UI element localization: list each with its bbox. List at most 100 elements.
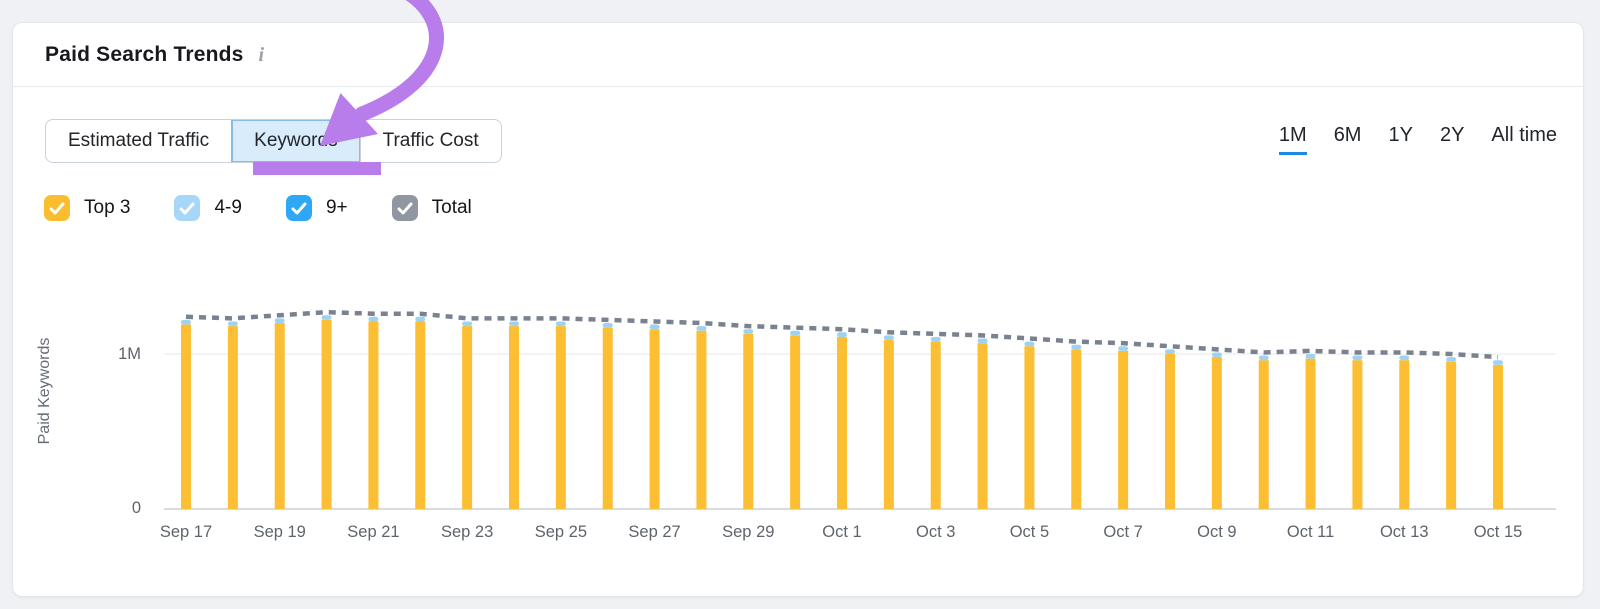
x-tick-label: Sep 23 <box>441 523 493 541</box>
bar-segment-49 <box>743 329 754 334</box>
legend-label-top3: Top 3 <box>84 197 131 218</box>
page-title: Paid Search Trends <box>45 42 244 66</box>
bar-segment-49 <box>696 326 707 331</box>
bar-segment-top3 <box>1024 346 1035 509</box>
tab-traffic-cost[interactable]: Traffic Cost <box>359 120 501 162</box>
paid-search-trends-card: Paid Search Trends i Estimated Traffic K… <box>12 22 1584 597</box>
x-tick-label: Oct 15 <box>1474 523 1523 541</box>
bar-segment-top3 <box>415 321 426 509</box>
bar-segment-49 <box>1258 355 1269 361</box>
x-tick-label: Sep 17 <box>160 523 212 541</box>
bar-segment-top3 <box>181 324 191 509</box>
range-1y[interactable]: 1Y <box>1388 124 1413 146</box>
range-all-time[interactable]: All time <box>1491 124 1557 146</box>
bar-segment-49 <box>1071 344 1082 350</box>
y-tick-label: 1M <box>118 345 141 363</box>
x-tick-label: Oct 1 <box>822 523 861 541</box>
series-legend: Top 3 4-9 9+ Total <box>44 195 472 221</box>
x-tick-label: Oct 13 <box>1380 523 1429 541</box>
bar-segment-49 <box>1211 352 1222 358</box>
bar-segment-top3 <box>508 326 519 509</box>
bar-segment-49 <box>1305 354 1316 359</box>
checkbox-9plus-icon[interactable] <box>285 195 312 221</box>
x-tick-label: Oct 11 <box>1287 523 1334 541</box>
bar-segment-49 <box>1352 355 1363 361</box>
checkbox-top3-icon[interactable] <box>44 195 70 221</box>
bar-segment-49 <box>602 323 613 328</box>
bar-segment-49 <box>930 336 941 342</box>
bar-segment-top3 <box>274 323 285 509</box>
bar-segment-49 <box>1446 357 1457 362</box>
bar-segment-49 <box>836 332 847 337</box>
x-tick-label: Oct 5 <box>1010 523 1049 541</box>
info-icon[interactable]: i <box>258 43 265 66</box>
bar-segment-top3 <box>1305 358 1316 509</box>
keywords-highlight-bar <box>253 162 381 175</box>
bar-segment-top3 <box>1492 364 1503 509</box>
tab-keywords[interactable]: Keywords <box>231 120 360 162</box>
bar-segment-top3 <box>1399 360 1410 509</box>
bar-segment-top3 <box>743 333 754 509</box>
trend-chart: 1M 0 Sep 17 Sep 19 Sep 21 Sep 23 Sep 25 Sep 27 S… <box>118 309 1556 541</box>
bar-segment-49 <box>368 316 379 322</box>
bar-segment-top3 <box>790 335 801 509</box>
bar-segment-49 <box>1118 346 1129 351</box>
bar-segment-49 <box>415 316 426 322</box>
bar-segment-49 <box>508 321 519 327</box>
bar-segment-top3 <box>1352 360 1363 509</box>
legend-item-top3[interactable]: Top 3 <box>44 195 130 221</box>
bar-segment-49 <box>321 315 332 320</box>
bar-segment-49 <box>462 321 473 327</box>
bar-segment-top3 <box>1211 357 1222 509</box>
checkbox-4-9-icon[interactable] <box>174 195 201 221</box>
x-tick-label: Sep 27 <box>628 523 680 541</box>
bar-segment-top3 <box>602 327 613 509</box>
range-2y[interactable]: 2Y <box>1439 124 1465 146</box>
bar-segment-49 <box>1164 349 1175 354</box>
x-tick-label: Oct 9 <box>1197 523 1236 541</box>
x-tick-label: Oct 7 <box>1103 523 1142 541</box>
bar-segment-top3 <box>696 330 707 509</box>
bar-segment-top3 <box>555 326 566 509</box>
bar-segment-49 <box>977 338 988 344</box>
x-tick-label: Sep 29 <box>722 523 774 541</box>
tab-estimated-traffic[interactable]: Estimated Traffic <box>68 130 210 151</box>
bar-segment-top3 <box>368 321 379 509</box>
bar-segment-49 <box>883 335 894 341</box>
metric-tab-group: Estimated Traffic Keywords Traffic Cost <box>45 119 502 163</box>
x-tick-label: Oct 3 <box>916 523 955 541</box>
checkbox-total-icon[interactable] <box>391 195 418 221</box>
legend-item-9plus[interactable]: 9+ <box>285 195 348 221</box>
bar-segment-top3 <box>1446 361 1457 509</box>
x-tick-label: Sep 21 <box>347 523 399 541</box>
time-range-selector: 1M 6M 1Y 2Y All time <box>1278 124 1557 155</box>
x-tick-label: Sep 19 <box>254 523 306 541</box>
bar-segment-top3 <box>1258 360 1269 509</box>
range-6m[interactable]: 6M <box>1333 124 1362 146</box>
bar-segment-top3 <box>321 319 332 509</box>
y-tick-label: 0 <box>132 499 141 517</box>
legend-label-total: Total <box>431 197 472 218</box>
legend-item-total[interactable]: Total <box>391 195 472 221</box>
bar-segment-top3 <box>1071 349 1082 509</box>
bar-segment-top3 <box>649 329 660 509</box>
y-axis-label: Paid Keywords <box>36 337 53 445</box>
card-header: Paid Search Trends i <box>13 23 1583 87</box>
range-1m[interactable]: 1M <box>1278 124 1307 155</box>
bar-segment-49 <box>1399 355 1410 361</box>
bar-segment-top3 <box>883 340 894 509</box>
bar-segment-49 <box>790 330 801 336</box>
bar-segment-top3 <box>227 326 238 509</box>
x-tick-label: Sep 25 <box>535 523 587 541</box>
bar-segment-top3 <box>930 341 941 509</box>
total-dashed-line <box>185 309 1499 360</box>
bar-segment-49 <box>1492 360 1503 365</box>
legend-item-4-9[interactable]: 4-9 <box>174 195 242 221</box>
bar-segment-49 <box>1024 341 1035 347</box>
bar-segment-top3 <box>1164 354 1175 509</box>
bar-segment-top3 <box>836 336 847 509</box>
bar-segment-top3 <box>462 326 473 509</box>
bar-segment-49 <box>227 321 238 327</box>
bar-segment-49 <box>181 319 191 325</box>
